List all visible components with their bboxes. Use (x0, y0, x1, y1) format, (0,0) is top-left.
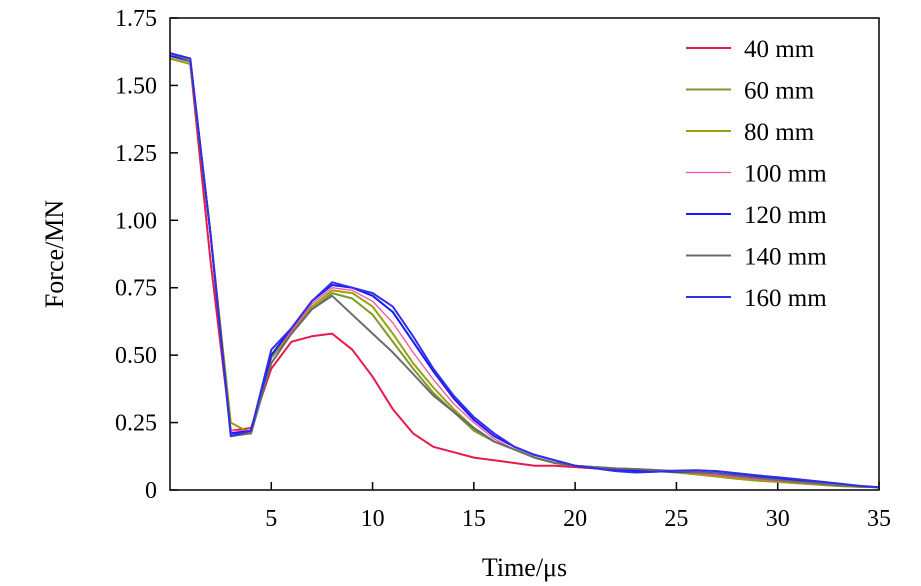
legend-label: 160 mm (744, 285, 827, 312)
x-tick-label: 15 (462, 506, 486, 532)
x-tick-label: 5 (265, 506, 277, 532)
y-tick-label: 1.25 (115, 141, 157, 167)
legend-label: 80 mm (744, 119, 815, 146)
x-tick-label: 35 (867, 506, 891, 532)
tick-labels: 5 10 15 20 25 30 35 0 0.25 0.50 0.75 1.00 1.25 1.50 1.… (115, 6, 891, 532)
legend-label: 40 mm (744, 36, 815, 63)
y-tick-label: 0.25 (115, 411, 157, 437)
legend-label: 100 mm (744, 161, 827, 188)
x-tick-label: 10 (361, 506, 385, 532)
legend-label: 60 mm (744, 78, 815, 105)
x-tick-label: 30 (766, 506, 790, 532)
legend: 40 mm 60 mm 80 mm 100 mm 120 mm 140 mm 160 mm (686, 36, 827, 312)
series-line-140-mm (169, 52, 880, 489)
legend-label: 140 mm (744, 244, 827, 271)
legend-label: 120 mm (744, 202, 827, 229)
y-tick-label: 1.75 (115, 6, 157, 32)
y-tick-label: 0 (145, 478, 157, 504)
y-axis-title: Force/MN (40, 200, 69, 309)
y-tick-label: 1.50 (115, 73, 157, 99)
axis-ticks (170, 17, 880, 491)
y-tick-label: 1.00 (115, 208, 157, 234)
series-line-160-mm (169, 52, 880, 489)
x-tick-label: 20 (563, 506, 587, 532)
x-tick-label: 25 (664, 506, 688, 532)
x-axis-title: Time/μs (482, 553, 567, 582)
y-tick-label: 0.50 (115, 343, 157, 369)
series-layer (169, 52, 880, 489)
plot-frame (169, 17, 880, 491)
y-tick-label: 0.75 (115, 276, 157, 302)
